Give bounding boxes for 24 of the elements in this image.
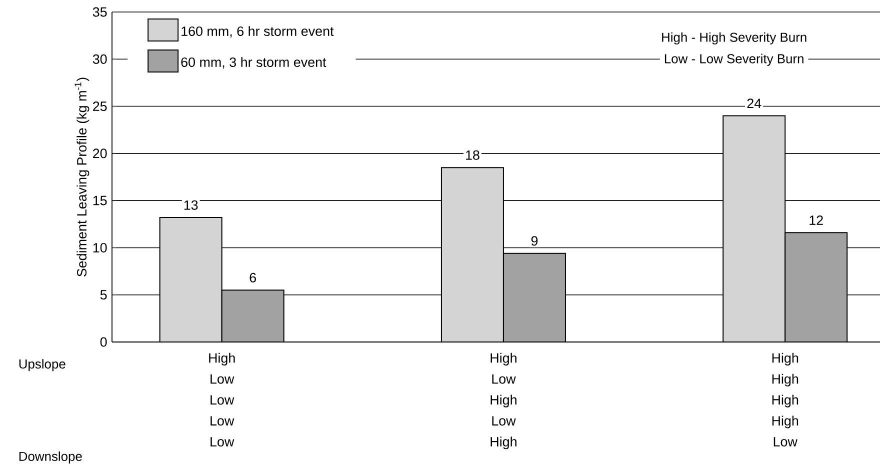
- annotation: Low - Low Severity Burn: [664, 54, 804, 66]
- data-label: 12: [810, 216, 823, 225]
- legend-label: 60 mm, 3 hr storm event: [181, 57, 326, 69]
- data-label: 18: [466, 150, 480, 160]
- x-tick-label: High Low Low Low Low: [209, 352, 235, 446]
- data-label: 13: [184, 200, 198, 210]
- y-tick-label: 20: [93, 148, 107, 158]
- x-tick-label: High High High High Low: [772, 352, 798, 446]
- y-tick-label: 30: [92, 54, 107, 64]
- data-label: 24: [747, 98, 762, 108]
- y-tick-label: 15: [93, 196, 107, 206]
- x-tick-label: High Low High Low High: [490, 352, 516, 450]
- data-label: 6: [250, 272, 256, 282]
- y-tick-label: 0: [100, 337, 107, 347]
- text: Downslope: [19, 451, 82, 464]
- data-label: 9: [531, 236, 538, 246]
- y-tick-label: 10: [93, 242, 107, 252]
- text: Upslope: [19, 359, 66, 372]
- y-tick-label: 5: [100, 290, 107, 300]
- y-axis-title: Sediment Leaving Profile (kg m$^{-1}$): [74, 78, 90, 277]
- annotation: High - High Severity Burn: [662, 32, 806, 44]
- y-tick-label: 25: [93, 102, 107, 112]
- legend-label: 160 mm, 6 hr storm event: [182, 26, 334, 38]
- y-tick-label: 35: [92, 7, 107, 17]
